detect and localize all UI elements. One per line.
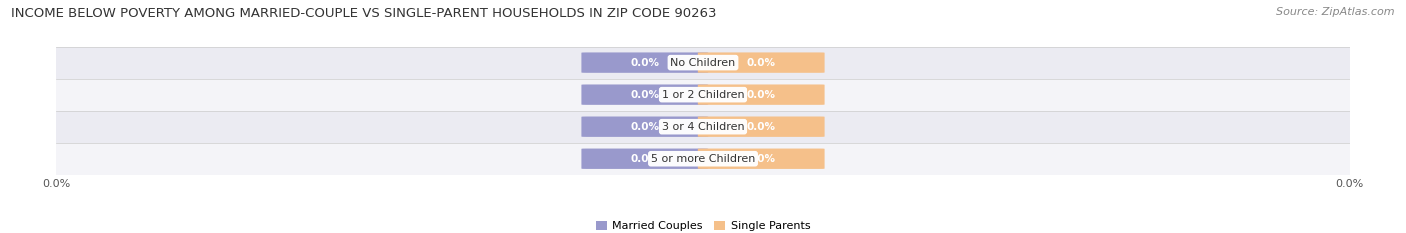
Text: 0.0%: 0.0% — [747, 154, 776, 164]
FancyBboxPatch shape — [582, 149, 709, 169]
Bar — [56, 79, 1350, 111]
FancyBboxPatch shape — [582, 85, 709, 105]
FancyBboxPatch shape — [697, 149, 824, 169]
Legend: Married Couples, Single Parents: Married Couples, Single Parents — [592, 216, 814, 233]
Text: 0.0%: 0.0% — [630, 154, 659, 164]
Bar — [56, 111, 1350, 143]
Text: INCOME BELOW POVERTY AMONG MARRIED-COUPLE VS SINGLE-PARENT HOUSEHOLDS IN ZIP COD: INCOME BELOW POVERTY AMONG MARRIED-COUPL… — [11, 7, 717, 20]
Text: No Children: No Children — [671, 58, 735, 68]
FancyBboxPatch shape — [697, 52, 824, 73]
Text: 1 or 2 Children: 1 or 2 Children — [662, 90, 744, 100]
Text: Source: ZipAtlas.com: Source: ZipAtlas.com — [1277, 7, 1395, 17]
Text: 0.0%: 0.0% — [630, 58, 659, 68]
Text: 0.0%: 0.0% — [747, 122, 776, 132]
FancyBboxPatch shape — [697, 116, 824, 137]
Text: 3 or 4 Children: 3 or 4 Children — [662, 122, 744, 132]
Text: 0.0%: 0.0% — [630, 122, 659, 132]
Text: 0.0%: 0.0% — [747, 58, 776, 68]
Bar — [56, 143, 1350, 175]
Text: 5 or more Children: 5 or more Children — [651, 154, 755, 164]
Text: 0.0%: 0.0% — [747, 90, 776, 100]
Text: 0.0%: 0.0% — [630, 90, 659, 100]
FancyBboxPatch shape — [582, 52, 709, 73]
FancyBboxPatch shape — [697, 85, 824, 105]
Bar — [56, 47, 1350, 79]
FancyBboxPatch shape — [582, 116, 709, 137]
